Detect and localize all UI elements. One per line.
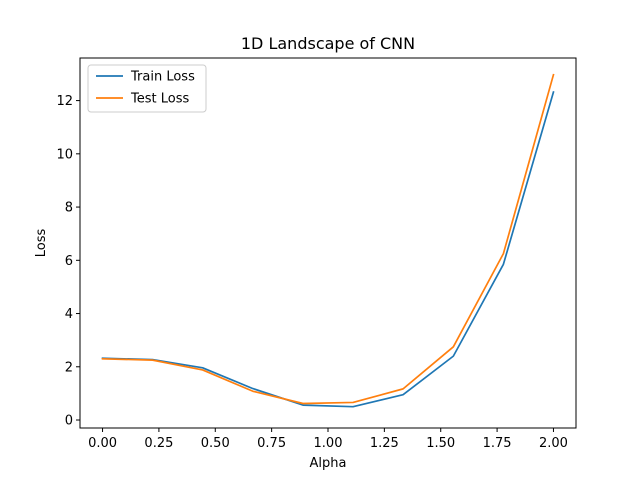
x-tick-label: 0.75 [257, 436, 286, 451]
chart-title: 1D Landscape of CNN [241, 34, 415, 53]
x-tick-label: 0.00 [88, 436, 117, 451]
legend-label: Test Loss [130, 92, 189, 107]
x-tick-label: 1.25 [370, 436, 399, 451]
x-tick-label: 1.50 [426, 436, 455, 451]
x-axis-label: Alpha [310, 456, 347, 471]
legend: Train Loss Test Loss [87, 64, 207, 113]
y-axis: 0 2 4 6 8 10 12 [56, 94, 80, 429]
x-tick-label: 1.00 [314, 436, 343, 451]
series-line-test-loss [101, 73, 555, 405]
x-tick-label: 1.75 [483, 436, 512, 451]
y-tick-label: 6 [65, 254, 73, 269]
x-tick-label: 0.50 [201, 436, 230, 451]
plot-frame [79, 57, 577, 429]
legend-label: Train Loss [130, 70, 195, 85]
y-tick-label: 4 [65, 307, 73, 322]
x-axis: 0.00 0.25 0.50 0.75 1.00 1.25 1.50 1.75 2.00 [88, 428, 568, 451]
y-tick-label: 0 [65, 414, 73, 429]
y-tick-label: 12 [56, 94, 73, 109]
y-axis-label: Loss [34, 229, 49, 258]
series-line-train-loss [101, 91, 555, 408]
x-tick-label: 2.00 [539, 436, 568, 451]
y-tick-label: 8 [65, 201, 73, 216]
x-tick-label: 0.25 [144, 436, 173, 451]
y-tick-label: 10 [56, 147, 73, 162]
plot-lines [101, 73, 555, 408]
y-tick-label: 2 [65, 360, 73, 375]
